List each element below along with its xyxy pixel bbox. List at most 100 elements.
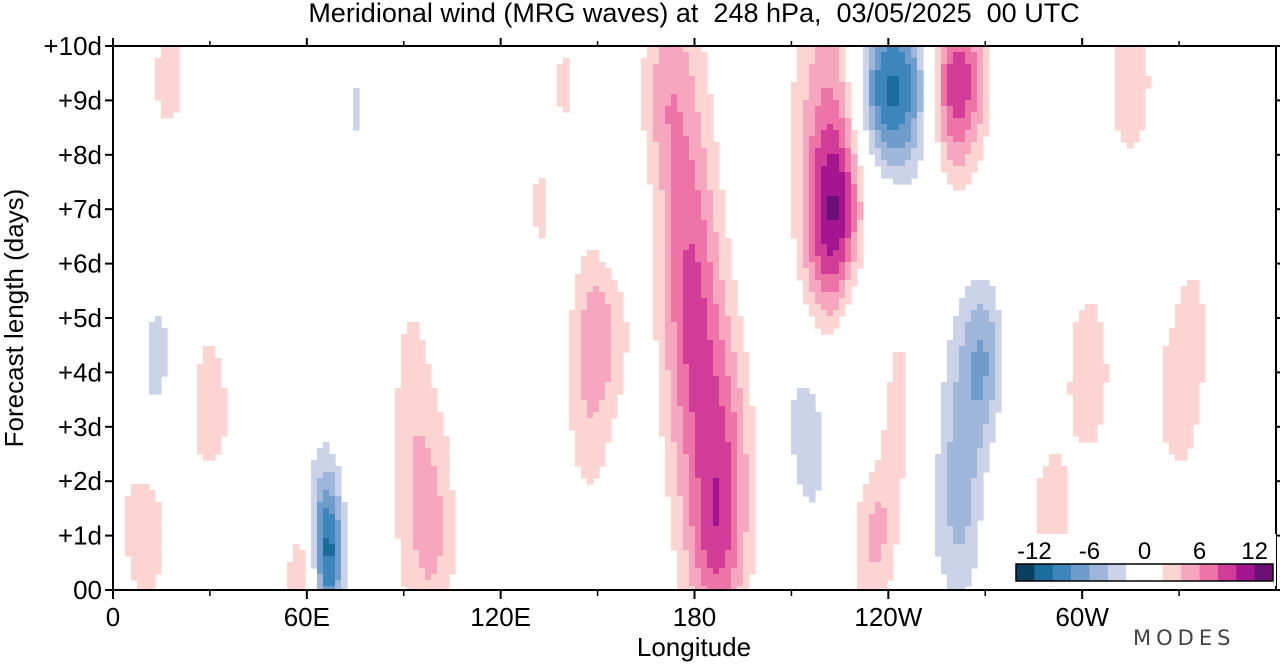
field-cell	[947, 106, 954, 113]
field-cell	[725, 430, 738, 437]
field-cell	[833, 250, 846, 257]
field-cell	[317, 568, 324, 575]
field-cell	[869, 82, 876, 89]
field-cell	[941, 88, 948, 95]
field-cell	[845, 226, 852, 233]
field-cell	[839, 52, 846, 59]
field-cell	[581, 256, 600, 263]
field-cell	[791, 214, 804, 221]
field-cell	[941, 94, 948, 101]
field-cell	[593, 412, 618, 419]
field-cell	[647, 136, 654, 143]
field-cell	[707, 586, 732, 591]
field-cell	[671, 196, 702, 203]
field-cell	[821, 262, 840, 269]
field-cell	[887, 100, 900, 107]
field-cell	[665, 478, 678, 485]
field-cell	[743, 418, 756, 425]
field-cell	[881, 556, 894, 563]
field-cell	[977, 130, 990, 137]
field-cell	[1073, 346, 1104, 353]
y-tick-label: +7d	[58, 194, 102, 224]
field-cell	[719, 478, 732, 485]
field-cell	[803, 112, 816, 119]
field-cell	[695, 76, 708, 83]
field-cell	[671, 202, 702, 209]
colorbar-tick-label: 12	[1241, 538, 1268, 565]
field-cell	[941, 112, 948, 119]
field-cell	[611, 376, 624, 383]
field-cell	[815, 196, 822, 203]
field-cell	[587, 412, 594, 419]
field-cell	[707, 166, 720, 173]
field-cell	[875, 502, 882, 509]
field-cell	[965, 154, 984, 161]
field-cell	[653, 118, 666, 125]
field-cell	[317, 484, 336, 491]
field-cell	[881, 448, 906, 455]
field-cell	[857, 544, 870, 551]
field-cell	[857, 568, 894, 575]
field-cell	[965, 112, 972, 119]
field-cell	[581, 472, 600, 479]
field-cell	[809, 310, 828, 317]
field-cell	[833, 124, 846, 131]
field-cell	[587, 478, 594, 485]
colorbar-border	[1015, 563, 1274, 582]
field-cell	[845, 124, 852, 131]
field-cell	[845, 232, 852, 239]
field-cell	[851, 220, 858, 227]
field-cell	[443, 508, 456, 515]
field-cell	[689, 460, 696, 467]
field-cell	[917, 88, 924, 95]
field-cell	[959, 310, 972, 317]
field-cell	[935, 526, 954, 533]
field-cell	[653, 208, 666, 215]
field-cell	[569, 394, 582, 401]
field-cell	[935, 124, 942, 131]
field-cell	[695, 172, 708, 179]
field-cell	[809, 196, 816, 203]
field-cell	[935, 520, 948, 527]
field-cell	[671, 526, 684, 533]
field-cell	[803, 256, 810, 263]
field-cell	[689, 580, 702, 587]
field-cell	[683, 406, 690, 413]
field-cell	[947, 178, 972, 185]
field-cell	[869, 148, 882, 155]
field-cell	[665, 364, 678, 371]
field-cell	[671, 280, 684, 287]
field-cell	[809, 88, 822, 95]
field-cell	[197, 430, 228, 437]
field-cell	[911, 82, 918, 89]
field-cell	[587, 298, 606, 305]
field-cell	[851, 148, 858, 155]
field-cell	[665, 358, 678, 365]
field-cell	[869, 538, 888, 545]
y-tick-label: +4d	[58, 357, 102, 387]
field-cell	[839, 106, 846, 113]
field-cell	[947, 82, 972, 89]
field-cell	[707, 220, 714, 227]
field-cell	[197, 388, 228, 395]
field-cell	[941, 442, 948, 449]
field-cell	[983, 88, 990, 95]
field-cell	[701, 532, 732, 539]
field-cell	[311, 520, 318, 527]
field-cell	[677, 586, 696, 591]
field-cell	[953, 184, 966, 191]
field-cell	[965, 160, 978, 167]
field-cell	[125, 508, 162, 515]
field-cell	[959, 298, 996, 305]
field-cell	[845, 148, 852, 155]
colorbar-swatch	[1107, 564, 1127, 581]
field-cell	[947, 376, 960, 383]
field-cell	[611, 346, 630, 353]
field-cell	[671, 292, 684, 299]
field-cell	[695, 442, 732, 449]
field-cell	[719, 502, 732, 509]
field-cell	[941, 160, 954, 167]
field-cell	[863, 118, 870, 125]
field-cell	[815, 298, 840, 305]
